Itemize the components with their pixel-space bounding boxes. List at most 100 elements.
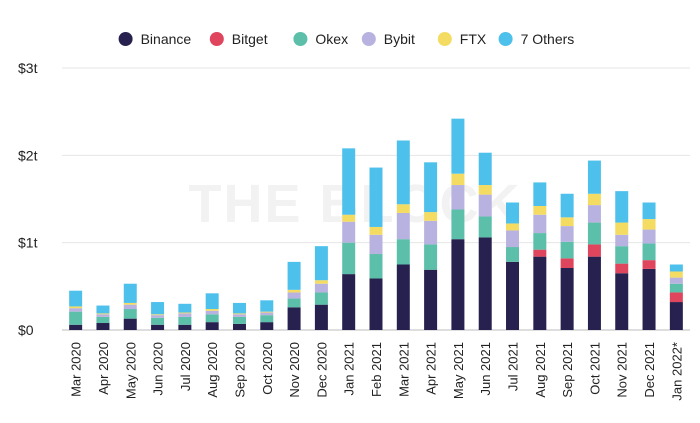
legend-label: FTX	[460, 31, 487, 47]
legend-label: Bitget	[232, 31, 268, 47]
bar-segment	[506, 247, 520, 262]
bar-segment	[642, 229, 656, 244]
bar-segment	[314, 292, 328, 305]
bar-segment	[96, 305, 110, 314]
bar-segment	[669, 271, 683, 278]
bar-segment	[287, 289, 301, 293]
bar-segment	[260, 322, 274, 330]
bar-segment	[232, 323, 246, 330]
bar-segment	[260, 300, 274, 312]
bar-segment	[178, 316, 192, 325]
bars	[69, 118, 683, 330]
bar-segment	[533, 233, 547, 250]
bar-segment	[560, 258, 574, 268]
bar-segment	[342, 242, 356, 275]
x-tick-label: Sep 2020	[232, 342, 247, 398]
bar-segment	[615, 222, 629, 235]
x-tick-label: Jan 2022*	[669, 342, 684, 401]
y-axis: $0 $1t $2t $3t	[18, 60, 38, 338]
bar-segment	[123, 304, 137, 310]
x-tick-label: Aug 2021	[533, 342, 548, 398]
bar-segment	[314, 280, 328, 284]
bar-segment	[96, 323, 110, 330]
legend-marker	[498, 32, 513, 46]
x-tick-label: Dec 2020	[314, 342, 329, 398]
bar-segment	[587, 193, 601, 206]
x-tick-label: Apr 2020	[96, 342, 111, 395]
bar-segment	[342, 148, 356, 215]
bar-segment	[560, 226, 574, 242]
x-tick-label: Dec 2021	[642, 342, 657, 398]
x-tick-label: Jul 2020	[178, 342, 193, 391]
y-tick-label: $1t	[18, 235, 38, 251]
bar-segment	[533, 214, 547, 234]
x-axis: Mar 2020 Apr 2020 May 2020 Jun 2020 Jul 2020…	[69, 342, 685, 401]
legend-label: 7 Others	[521, 31, 575, 47]
bar-segment	[642, 268, 656, 330]
bar-segment	[151, 315, 165, 318]
bar-segment	[587, 256, 601, 330]
bar-segment	[178, 303, 192, 313]
bar-segment	[260, 315, 274, 323]
x-tick-label: May 2021	[451, 342, 466, 399]
bar-segment	[205, 322, 219, 330]
bar-segment	[232, 302, 246, 314]
bar-segment	[232, 313, 246, 315]
bar-segment	[560, 217, 574, 227]
bar-segment	[424, 162, 438, 213]
bar-segment	[123, 302, 137, 305]
bar-segment	[178, 312, 192, 314]
bar-segment	[587, 222, 601, 245]
bar-segment	[669, 302, 683, 330]
x-tick-label: Sep 2021	[560, 342, 575, 398]
bar-segment	[314, 283, 328, 293]
x-tick-label: May 2020	[123, 342, 138, 399]
bar-segment	[123, 309, 137, 319]
bar-segment	[560, 193, 574, 218]
y-tick-label: $2t	[18, 147, 38, 163]
bar-segment	[369, 167, 383, 227]
x-tick-label: Oct 2020	[260, 342, 275, 395]
legend-label: Bybit	[384, 31, 415, 47]
bar-segment	[69, 324, 83, 330]
x-tick-label: Jun 2020	[151, 342, 166, 396]
bar-segment	[96, 316, 110, 324]
bar-segment	[123, 318, 137, 330]
y-tick-label: $3t	[18, 60, 38, 76]
bar-segment	[178, 313, 192, 317]
bar-segment	[615, 234, 629, 247]
bar-segment	[424, 212, 438, 221]
bar-segment	[232, 316, 246, 324]
bar-segment	[96, 313, 110, 315]
bar-segment	[205, 293, 219, 310]
bar-segment	[533, 182, 547, 206]
bar-segment	[69, 308, 83, 312]
x-tick-label: Jul 2021	[506, 342, 521, 391]
bar-segment	[669, 264, 683, 272]
bar-segment	[205, 310, 219, 315]
bar-segment	[396, 264, 410, 330]
bar-segment	[69, 306, 83, 309]
bar-segment	[396, 204, 410, 213]
bar-segment	[478, 194, 492, 217]
bar-segment	[560, 241, 574, 259]
bar-segment	[424, 244, 438, 270]
bar-segment	[451, 185, 465, 210]
bar-segment	[396, 212, 410, 240]
bar-segment	[615, 263, 629, 274]
bar-segment	[69, 311, 83, 325]
bar-segment	[69, 290, 83, 307]
bar-segment	[642, 219, 656, 230]
x-tick-label: Aug 2020	[205, 342, 220, 398]
legend-label: Binance	[141, 31, 192, 47]
x-tick-label: Jun 2021	[478, 342, 493, 396]
bar-segment	[587, 205, 601, 223]
bar-segment	[151, 302, 165, 315]
bar-segment	[642, 202, 656, 220]
bar-segment	[478, 216, 492, 238]
bar-segment	[205, 314, 219, 323]
bar-segment	[451, 209, 465, 240]
bar-segment	[451, 118, 465, 174]
